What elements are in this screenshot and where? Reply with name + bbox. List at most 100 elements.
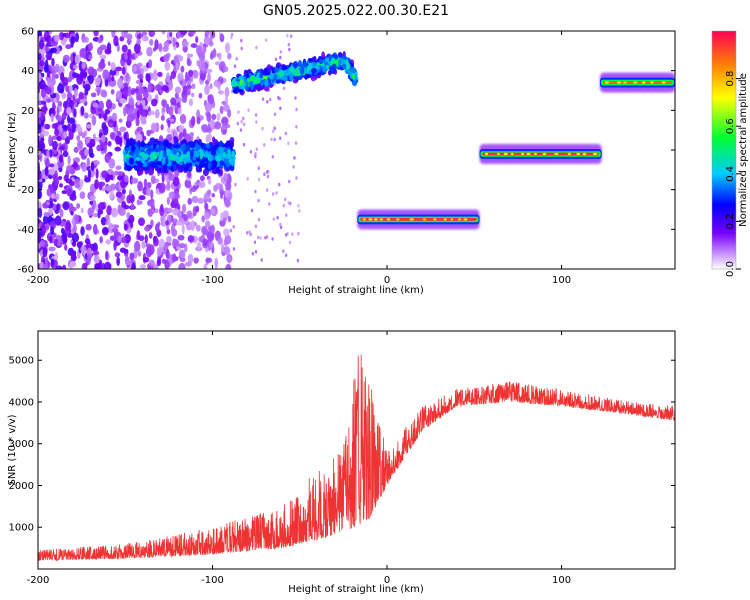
- noise-blob: [82, 37, 86, 43]
- noise-blob: [178, 262, 186, 269]
- noise-blob: [150, 122, 157, 132]
- noise-blob: [245, 231, 249, 235]
- noise-blob: [73, 160, 77, 169]
- noise-blob: [282, 203, 286, 208]
- noise-blob: [207, 94, 215, 105]
- band-blob: [169, 154, 175, 161]
- tone-c-highlight: [633, 81, 638, 84]
- noise-blob: [65, 44, 72, 50]
- noise-blob: [61, 190, 67, 195]
- spectrogram-y-ticks: -60 -40 -20 0 20 40 60: [18, 27, 675, 276]
- noise-blob: [172, 36, 176, 48]
- noise-blob: [205, 31, 210, 35]
- noise-blob: [54, 177, 60, 186]
- noise-blob: [287, 42, 291, 47]
- noise-blob: [89, 200, 94, 205]
- band-blob: [139, 151, 146, 157]
- noise-blob: [215, 61, 221, 66]
- noise-blob: [177, 234, 185, 241]
- band-blob: [218, 146, 224, 154]
- noise-blob: [38, 140, 45, 149]
- noise-blob: [161, 84, 169, 92]
- noise-blob: [38, 92, 41, 102]
- noise-blob: [246, 176, 249, 181]
- noise-blob: [147, 82, 153, 93]
- noise-blob: [136, 126, 143, 132]
- noise-blob: [202, 238, 208, 246]
- tone-b-highlight: [526, 152, 531, 156]
- noise-blob: [62, 201, 70, 211]
- noise-blob: [103, 112, 108, 121]
- band-blob: [161, 159, 165, 166]
- noise-blob: [257, 198, 260, 203]
- band-blob: [310, 75, 316, 82]
- band-blob: [259, 79, 265, 85]
- noise-blob: [217, 81, 221, 91]
- noise-blob: [183, 41, 189, 47]
- noise-blob: [110, 89, 115, 95]
- noise-blob: [222, 129, 227, 135]
- noise-blob: [164, 61, 171, 71]
- noise-blob: [240, 38, 243, 43]
- noise-blob: [166, 207, 173, 213]
- noise-blob: [204, 102, 213, 113]
- noise-blob: [209, 52, 214, 60]
- noise-blob: [213, 184, 218, 192]
- noise-blob: [271, 192, 275, 196]
- noise-blob: [61, 232, 68, 243]
- noise-blob: [298, 209, 301, 213]
- band-blob: [253, 78, 257, 85]
- noise-blob: [139, 264, 147, 269]
- noise-blob: [78, 91, 84, 101]
- band-blob: [274, 67, 280, 73]
- noise-blob: [133, 240, 141, 252]
- noise-blob: [203, 263, 208, 269]
- noise-blob: [201, 124, 209, 133]
- noise-blob: [186, 84, 192, 90]
- noise-blob: [186, 58, 192, 67]
- band-blob: [229, 164, 235, 172]
- noise-blob: [188, 98, 194, 107]
- band-blob: [278, 69, 284, 78]
- noise-blob: [89, 194, 96, 201]
- noise-blob: [214, 257, 219, 269]
- band-blob: [240, 82, 246, 87]
- noise-blob: [276, 215, 279, 220]
- band-blob: [189, 150, 194, 158]
- noise-blob: [57, 100, 63, 107]
- noise-blob: [49, 235, 53, 244]
- band-blob: [192, 155, 197, 161]
- noise-blob: [66, 188, 73, 197]
- noise-blob: [118, 118, 123, 123]
- noise-blob: [71, 232, 80, 243]
- noise-blob: [176, 31, 181, 39]
- noise-blob: [105, 250, 109, 261]
- noise-blob: [169, 31, 173, 37]
- noise-blob: [56, 203, 60, 211]
- noise-blob: [121, 188, 126, 195]
- noise-blob: [141, 99, 146, 107]
- noise-blob: [57, 175, 63, 180]
- noise-blob: [288, 47, 291, 52]
- tone-a-highlight: [458, 218, 461, 221]
- noise-blob: [265, 188, 269, 192]
- noise-blob: [118, 207, 126, 216]
- noise-blob: [83, 112, 89, 119]
- noise-blob: [154, 108, 160, 119]
- y-tick-label: 5000: [9, 356, 34, 367]
- snr-x-label: Height of straight line (km): [288, 584, 424, 595]
- noise-blob: [46, 55, 52, 61]
- band-blob: [322, 65, 327, 72]
- noise-blob: [132, 65, 138, 72]
- noise-blob: [108, 158, 116, 169]
- noise-blob: [66, 106, 72, 115]
- noise-blob: [198, 181, 206, 189]
- noise-blob: [94, 179, 99, 190]
- noise-blob: [278, 136, 282, 140]
- noise-blob: [257, 235, 260, 240]
- noise-blob: [247, 108, 250, 112]
- noise-blob: [162, 99, 168, 109]
- noise-blob: [210, 119, 215, 131]
- noise-blob: [61, 32, 67, 37]
